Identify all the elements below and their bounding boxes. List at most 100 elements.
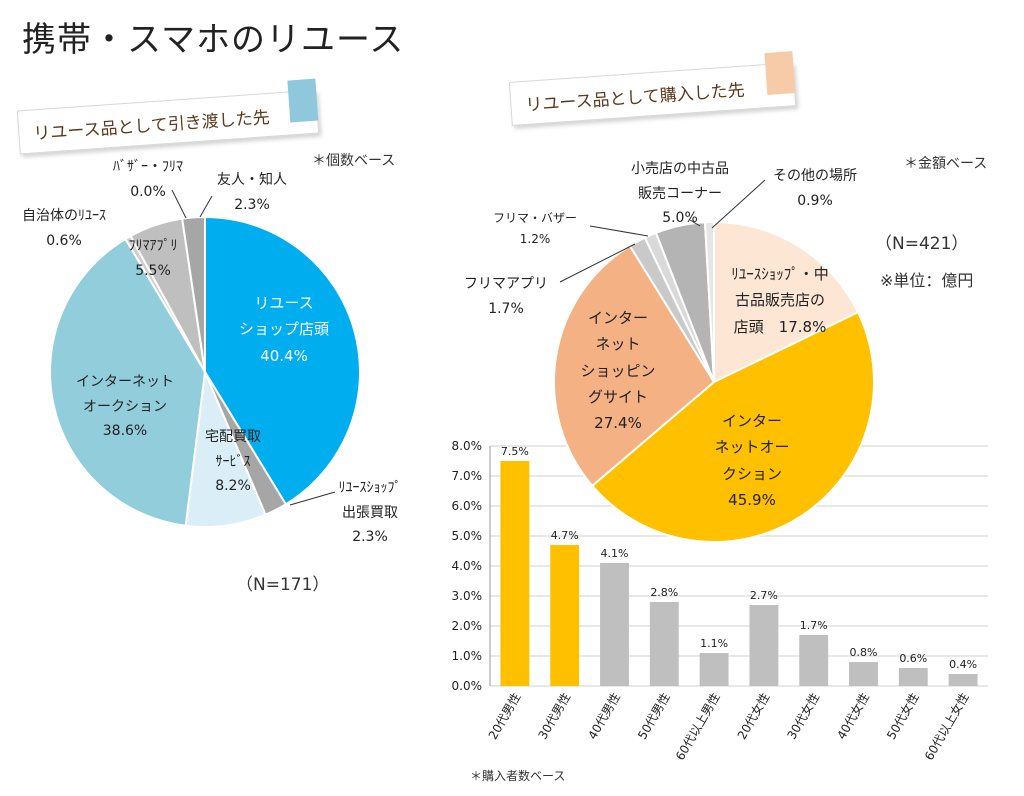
right-n-label: （N=421） bbox=[875, 234, 969, 254]
right-pie-label-line: 0.9% bbox=[797, 192, 833, 209]
bar-value-label: 1.1% bbox=[700, 637, 728, 650]
left-pie-label-5: ﾌﾘﾏｱﾌﾟﾘ 5.5% bbox=[73, 234, 233, 283]
left-pie-label-line: 40.4% bbox=[260, 346, 308, 365]
bar-value-label: 1.7% bbox=[800, 619, 828, 632]
right-pie-label-line: 店頭 17.8% bbox=[733, 317, 827, 336]
left-pie-label-line: ｻｰﾋﾞｽ bbox=[215, 453, 251, 470]
left-pie-label-line: ﾊﾞｻﾞｰ・ﾌﾘﾏ bbox=[113, 159, 183, 175]
left-pie-label-4: 自治体のﾘﾕｰｽ 0.6% bbox=[0, 204, 144, 253]
bar-category-label: 20代男性 bbox=[486, 691, 524, 742]
bar-value-label: 2.7% bbox=[750, 589, 778, 602]
left-pie-label-line: 5.5% bbox=[135, 262, 171, 279]
left-pie-label-2: 宅配買取 ｻｰﾋﾞｽ 8.2% bbox=[153, 425, 313, 499]
left-pie-label-1: ﾘﾕｰｽｼｮｯﾌﾟ 出張買取 2.3% bbox=[290, 476, 450, 550]
bar-9 bbox=[948, 674, 978, 686]
left-pie-label-line: ﾘﾕｰｽｼｮｯﾌﾟ bbox=[338, 480, 402, 496]
left-pie-label-line: 2.3% bbox=[352, 529, 388, 545]
left-pie-label-line: オークション bbox=[83, 398, 167, 415]
right-pie-leader-line bbox=[589, 225, 649, 237]
right-pie-label-line: 1.2% bbox=[519, 232, 551, 246]
right-pie-label-1: インターネットオークション 45.9% bbox=[672, 408, 832, 513]
page-title: 携帯・スマホのリユース bbox=[22, 20, 405, 60]
bar-y-tick-label: 5.0% bbox=[452, 529, 483, 543]
bar-y-tick-label: 3.0% bbox=[452, 589, 483, 603]
bar-value-label: 0.8% bbox=[850, 646, 878, 659]
left-pie-label-line: 自治体のﾘﾕｰｽ bbox=[22, 208, 106, 224]
right-pie-label-line: その他の場所 bbox=[773, 168, 857, 184]
right-pie-label-6: その他の場所 0.9% bbox=[735, 164, 895, 213]
bar-y-tick-label: 1.0% bbox=[452, 649, 483, 663]
bar-y-tick-label: 7.0% bbox=[452, 469, 483, 483]
left-pie-label-line: 0.0% bbox=[130, 183, 166, 200]
bar-7 bbox=[849, 662, 878, 686]
right-pie-leader-line bbox=[711, 179, 766, 229]
right-pie-label-4: フリマ・バザー 1.2% bbox=[455, 208, 615, 250]
bar-5 bbox=[749, 605, 779, 686]
left-pie-slice-0 bbox=[204, 215, 361, 506]
bar-value-label: 2.8% bbox=[650, 586, 678, 599]
right-pie-label-line: ﾘﾕｰｽｼｮｯﾌﾟ・中 bbox=[731, 265, 829, 283]
right-pie-label-line: 小売店の中古品 bbox=[631, 161, 729, 177]
left-pie-label-line: ﾌﾘﾏｱﾌﾟﾘ bbox=[128, 238, 178, 254]
bar-y-tick-label: 6.0% bbox=[452, 499, 483, 513]
bar-y-tick-label: 4.0% bbox=[452, 559, 483, 573]
left-pie-leader-line bbox=[289, 491, 336, 506]
unit-note: ※単位：億円 bbox=[880, 271, 974, 290]
bar-base-note: ＊購入者数ベース bbox=[470, 769, 566, 783]
left-pie-label-line: インターネット bbox=[76, 374, 174, 390]
left-pie-slice-3 bbox=[49, 237, 207, 527]
right-pie-label-line: インター bbox=[721, 412, 782, 430]
bar-y-tick-label: 2.0% bbox=[452, 619, 483, 633]
left-pie-label-line: 宅配買取 bbox=[205, 429, 261, 445]
right-pie-label-2: インター ネット ショッピン グサイト 27.4% bbox=[538, 305, 698, 436]
right-pie-label-5: 小売店の中古品 販売コーナー 5.0% bbox=[600, 157, 760, 231]
right-pie-label-line: 5.0% bbox=[662, 210, 698, 226]
right-pie-label-line: ネットオー bbox=[714, 438, 790, 457]
bar-category-label: 50代女性 bbox=[883, 690, 922, 742]
right-pie-label-line: 販売コーナー bbox=[638, 185, 722, 202]
bar-2 bbox=[600, 563, 629, 686]
bar-category-label: 30代女性 bbox=[784, 690, 823, 742]
bar-1 bbox=[550, 545, 580, 686]
bar-category-label: 60代以上女性 bbox=[921, 690, 972, 763]
left-pie-label-line: ショップ店頭 bbox=[238, 320, 329, 339]
right-pie-label-line: ショッピン bbox=[580, 361, 656, 380]
right-pie-slice-2 bbox=[553, 244, 716, 488]
left-pie-slice-7 bbox=[181, 215, 206, 373]
right-pie-slice-6 bbox=[703, 220, 715, 383]
bar-category-label: 30代男性 bbox=[536, 691, 574, 742]
bar-category-label: 60代以上男性 bbox=[673, 691, 723, 763]
left-pie-label-3: インターネット オークション 38.6% bbox=[45, 370, 205, 444]
right-pie-label-3: フリマアプリ 1.7% bbox=[426, 272, 586, 321]
bar-y-tick-label: 8.0% bbox=[452, 439, 483, 453]
left-base-note: ＊個数ベース bbox=[312, 153, 396, 169]
right-pie-label-line: クション bbox=[721, 464, 782, 483]
bar-3 bbox=[649, 602, 679, 686]
bar-6 bbox=[799, 635, 829, 686]
bar-value-label: 0.6% bbox=[899, 652, 927, 665]
bar-category-label: 20代女性 bbox=[734, 690, 773, 742]
left-pie-label-6: ﾊﾞｻﾞｰ・ﾌﾘﾏ 0.0% bbox=[68, 155, 228, 204]
right-pie-label-line: 27.4% bbox=[594, 414, 642, 432]
bar-category-label: 40代男性 bbox=[585, 691, 623, 742]
bar-value-label: 7.5% bbox=[501, 445, 529, 458]
left-pie-leader-line bbox=[171, 189, 187, 219]
left-n-label: （N=171） bbox=[236, 575, 330, 595]
left-pie-label-0: リユース ショップ店頭 40.4% bbox=[204, 290, 364, 369]
right-pie-label-line: 1.7% bbox=[488, 300, 524, 317]
right-pie-label-line: 45.9% bbox=[728, 490, 776, 509]
left-pie-label-line: 38.6% bbox=[102, 423, 148, 439]
left-pie-label-line: 0.6% bbox=[46, 232, 82, 249]
left-pie-label-line: 友人・知人 bbox=[217, 172, 287, 188]
right-pie-leader-line bbox=[689, 219, 701, 227]
right-pie-leader-line bbox=[559, 243, 636, 283]
bar-value-label: 4.7% bbox=[551, 529, 579, 542]
right-pie-slice-0 bbox=[713, 220, 860, 384]
bar-value-label: 0.4% bbox=[949, 658, 977, 671]
left-pie-label-line: 2.3% bbox=[234, 196, 270, 213]
right-pie-label-0: ﾘﾕｰｽｼｮｯﾌﾟ・中 古品販売店の 店頭 17.8% bbox=[700, 261, 860, 340]
right-pie-slice-1 bbox=[590, 310, 875, 543]
left-pie-label-line: 出張買取 bbox=[342, 504, 398, 521]
